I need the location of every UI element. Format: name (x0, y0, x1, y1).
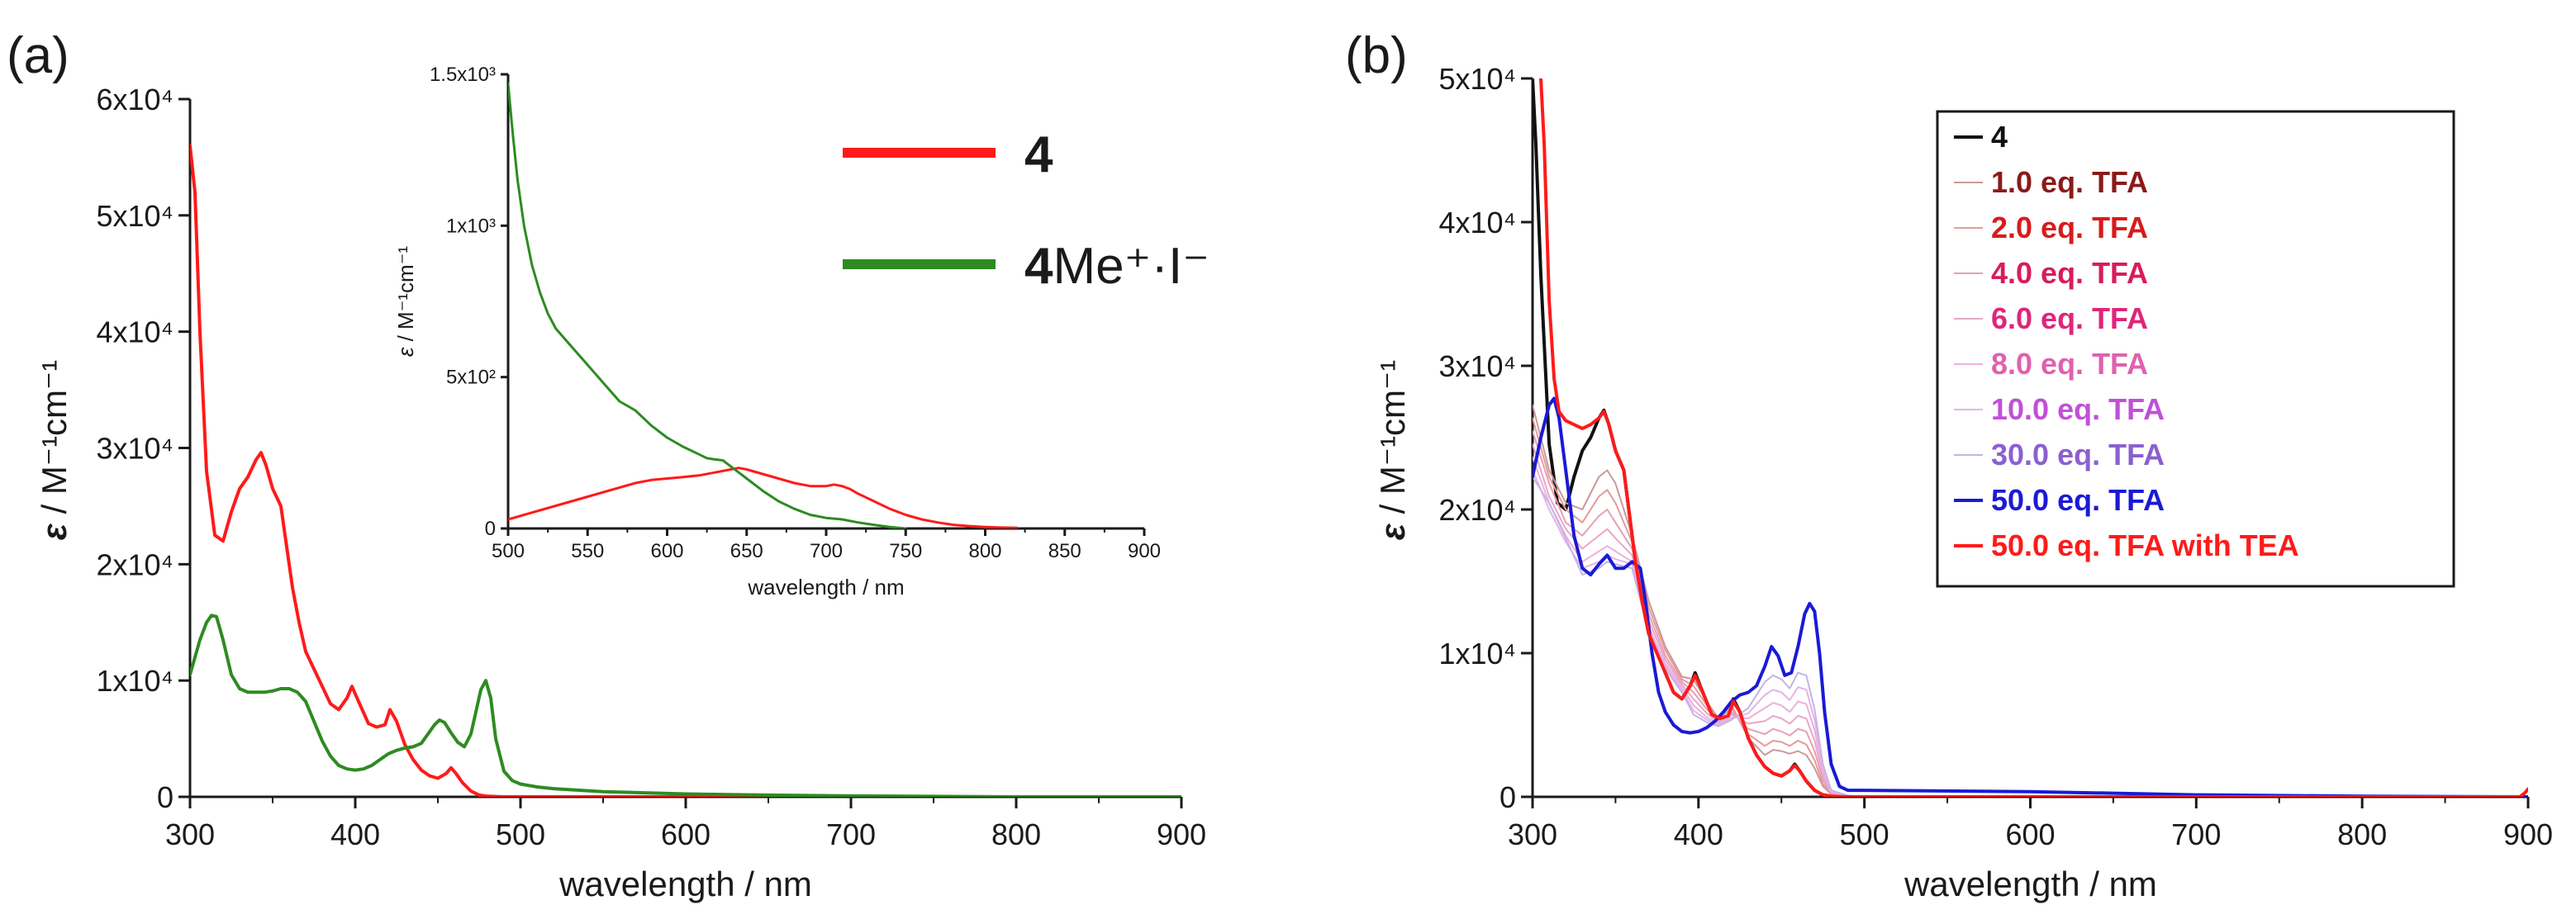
panel-b-legend-label-10-0-eq-tfa: 10.0 eq. TFA (1991, 392, 2165, 426)
panel-b-y-tick-label-3: 3x10⁴ (1438, 349, 1516, 383)
panel-b-legend-entries: 4 1.0 eq. TFA 2.0 eq. TFA 4.0 eq. TFA 6.0 eq… (1954, 120, 2299, 562)
panel-a-y-tick-label-6: 6x10⁴ (96, 83, 173, 116)
inset-series-4-line (508, 467, 1019, 528)
panel-a-y-ticks: 0 1x10⁴ 2x10⁴ 3x10⁴ 4x10⁴ 5x10⁴ 6x10⁴ (96, 83, 190, 814)
panel-b-plot-area (1533, 78, 2528, 797)
panel-b-y-tick-label-0: 0 (1499, 780, 1516, 814)
panel-a-x-axis-title: wavelength / nm (558, 865, 812, 903)
inset-x-tick-label-500: 500 (492, 540, 525, 562)
inset-y-tick-label-1: 5x10² (446, 367, 496, 389)
panel-b-legend-label-50-0-eq-tfa: 50.0 eq. TFA (1991, 483, 2165, 517)
panel-b-legend-label-2-0-eq-tfa: 2.0 eq. TFA (1991, 211, 2148, 244)
panel-b-label: (b) (1345, 27, 1408, 84)
panel-a-y-axis-title-symbol: ε (35, 523, 74, 540)
panel-b-y-axis-title-unit: / M⁻¹cm⁻¹ (1373, 360, 1412, 524)
panel-b-x-tick-label-700: 700 (2171, 817, 2221, 851)
panel-a-y-axis-title: ε / M⁻¹cm⁻¹ (35, 360, 74, 540)
panel-a-legend: 4 4Me⁺·I⁻ (843, 126, 1210, 295)
panel-a-y-tick-label-2: 2x10⁴ (96, 547, 173, 581)
inset-y-tick-label-3: 1.5x10³ (430, 64, 496, 86)
panel-a-y-tick-label-3: 3x10⁴ (96, 432, 173, 466)
panel-a-series-4-line (190, 144, 1181, 797)
panel-a-x-ticks: 300 400 500 600 700 800 900 (165, 797, 1206, 851)
panel-b-y-tick-label-1: 1x10⁴ (1438, 637, 1516, 670)
inset-y-tick-label-2: 1x10³ (446, 215, 496, 237)
inset-x-axis-title: wavelength / nm (747, 575, 904, 599)
panel-a-y-tick-label-0: 0 (157, 780, 173, 814)
panel-b-legend-label-6-0-eq-tfa: 6.0 eq. TFA (1991, 301, 2148, 335)
panel-a-plot-area (190, 144, 1181, 797)
panel-b-x-tick-label-900: 900 (2503, 817, 2553, 851)
legend-label-4me-rest: Me⁺·I⁻ (1053, 238, 1209, 295)
inset-x-ticks: 500 550 600 650 700 750 800 850 900 (492, 528, 1161, 562)
panel-a-x-tick-label-300: 300 (165, 817, 215, 851)
panel-a-y-tick-label-1: 1x10⁴ (96, 664, 173, 698)
panel-b-x-tick-label-400: 400 (1674, 817, 1723, 851)
panel-a-x-tick-label-800: 800 (991, 817, 1041, 851)
legend-label-4me-bold: 4 (1024, 238, 1053, 295)
inset-y-axis-title: ε / M⁻¹cm⁻¹ (393, 246, 418, 358)
panel-b-series-50-0-eq-tfa-line (1533, 396, 2528, 797)
inset-x-tick-label-650: 650 (730, 540, 763, 562)
panel-a: (a) 300 400 500 600 700 800 900 0 1x10⁴ 2x10⁴ 3x1… (7, 27, 1210, 903)
legend-label-4: 4 (1024, 126, 1053, 183)
inset-y-tick-label-0: 0 (485, 518, 496, 540)
panel-b-x-tick-label-800: 800 (2337, 817, 2387, 851)
inset-series-4me-i-line (508, 82, 907, 528)
inset-x-tick-label-550: 550 (571, 540, 604, 562)
inset-x-tick-label-600: 600 (650, 540, 683, 562)
panel-b-series-8-0-eq-tfa-line (1533, 456, 2528, 797)
panel-a-y-tick-label-5: 5x10⁴ (96, 199, 173, 233)
panel-b-y-tick-label-2: 2x10⁴ (1438, 493, 1516, 527)
panel-b-legend-box (1936, 110, 2455, 588)
panel-b-y-axis-title: ε / M⁻¹cm⁻¹ (1373, 360, 1412, 540)
panel-b-legend-label-50-0-eq-tfa-with-tea: 50.0 eq. TFA with TEA (1991, 528, 2299, 562)
inset-x-tick-label-700: 700 (810, 540, 843, 562)
inset-y-axis-title-symbol: ε (393, 347, 418, 357)
panel-b-legend-label-4: 4 (1991, 120, 2008, 154)
panel-b-legend: 4 1.0 eq. TFA 2.0 eq. TFA 4.0 eq. TFA 6.0 eq… (1936, 110, 2455, 588)
panel-b-x-tick-label-300: 300 (1508, 817, 1557, 851)
panel-b-x-axis-title: wavelength / nm (1903, 865, 2157, 903)
inset-plot-area (508, 82, 1019, 528)
legend-label-4-bold: 4 (1024, 126, 1053, 183)
panel-a-inset: 500 550 600 650 700 750 800 850 900 0 5x10² 1x10³ 1… (393, 64, 1161, 599)
inset-x-tick-label-850: 850 (1048, 540, 1081, 562)
panel-b-x-ticks: 300 400 500 600 700 800 900 (1508, 797, 2553, 851)
panel-b-y-tick-label-4: 4x10⁴ (1438, 206, 1516, 239)
panel-a-y-axis-title-unit: / M⁻¹cm⁻¹ (35, 360, 74, 524)
panel-b-legend-label-30-0-eq-tfa: 30.0 eq. TFA (1991, 438, 2165, 471)
panel-a-series-4me-i-line (190, 614, 1181, 797)
inset-x-tick-label-750: 750 (889, 540, 922, 562)
panel-a-x-tick-label-600: 600 (661, 817, 711, 851)
panel-b-y-tick-label-5: 5x10⁴ (1438, 62, 1516, 96)
panel-b-x-tick-label-500: 500 (1840, 817, 1889, 851)
panel-a-x-tick-label-500: 500 (496, 817, 545, 851)
inset-y-axis-title-unit: / M⁻¹cm⁻¹ (393, 246, 418, 348)
inset-x-tick-label-800: 800 (968, 540, 1001, 562)
panel-a-x-tick-label-700: 700 (826, 817, 876, 851)
legend-label-4me: 4Me⁺·I⁻ (1024, 238, 1210, 295)
panel-b-series-50-0-eq-tfa-with-tea-line (1539, 78, 2528, 797)
panel-a-label: (a) (7, 27, 69, 84)
panel-b-x-tick-label-600: 600 (2005, 817, 2055, 851)
panel-b-legend-label-4-0-eq-tfa: 4.0 eq. TFA (1991, 256, 2148, 290)
panel-b-series-2-0-eq-tfa-line (1533, 417, 2528, 797)
panel-a-x-tick-label-900: 900 (1157, 817, 1206, 851)
panel-b-y-axis-title-symbol: ε (1373, 523, 1412, 540)
inset-y-ticks: 0 5x10² 1x10³ 1.5x10³ (430, 64, 508, 540)
panel-a-x-tick-label-400: 400 (330, 817, 380, 851)
panel-b-legend-label-8-0-eq-tfa: 8.0 eq. TFA (1991, 347, 2148, 381)
panel-b: (b) 300 400 500 600 700 800 900 0 1x10⁴ 2x10⁴ 3x1… (1345, 27, 2553, 903)
panel-b-series-30-0-eq-tfa-line (1533, 476, 2528, 797)
panel-b-legend-label-1-0-eq-tfa: 1.0 eq. TFA (1991, 165, 2148, 199)
inset-x-tick-label-900: 900 (1128, 540, 1161, 562)
panel-b-y-ticks: 0 1x10⁴ 2x10⁴ 3x10⁴ 4x10⁴ 5x10⁴ (1438, 62, 1533, 814)
panel-a-y-tick-label-4: 4x10⁴ (96, 315, 173, 349)
